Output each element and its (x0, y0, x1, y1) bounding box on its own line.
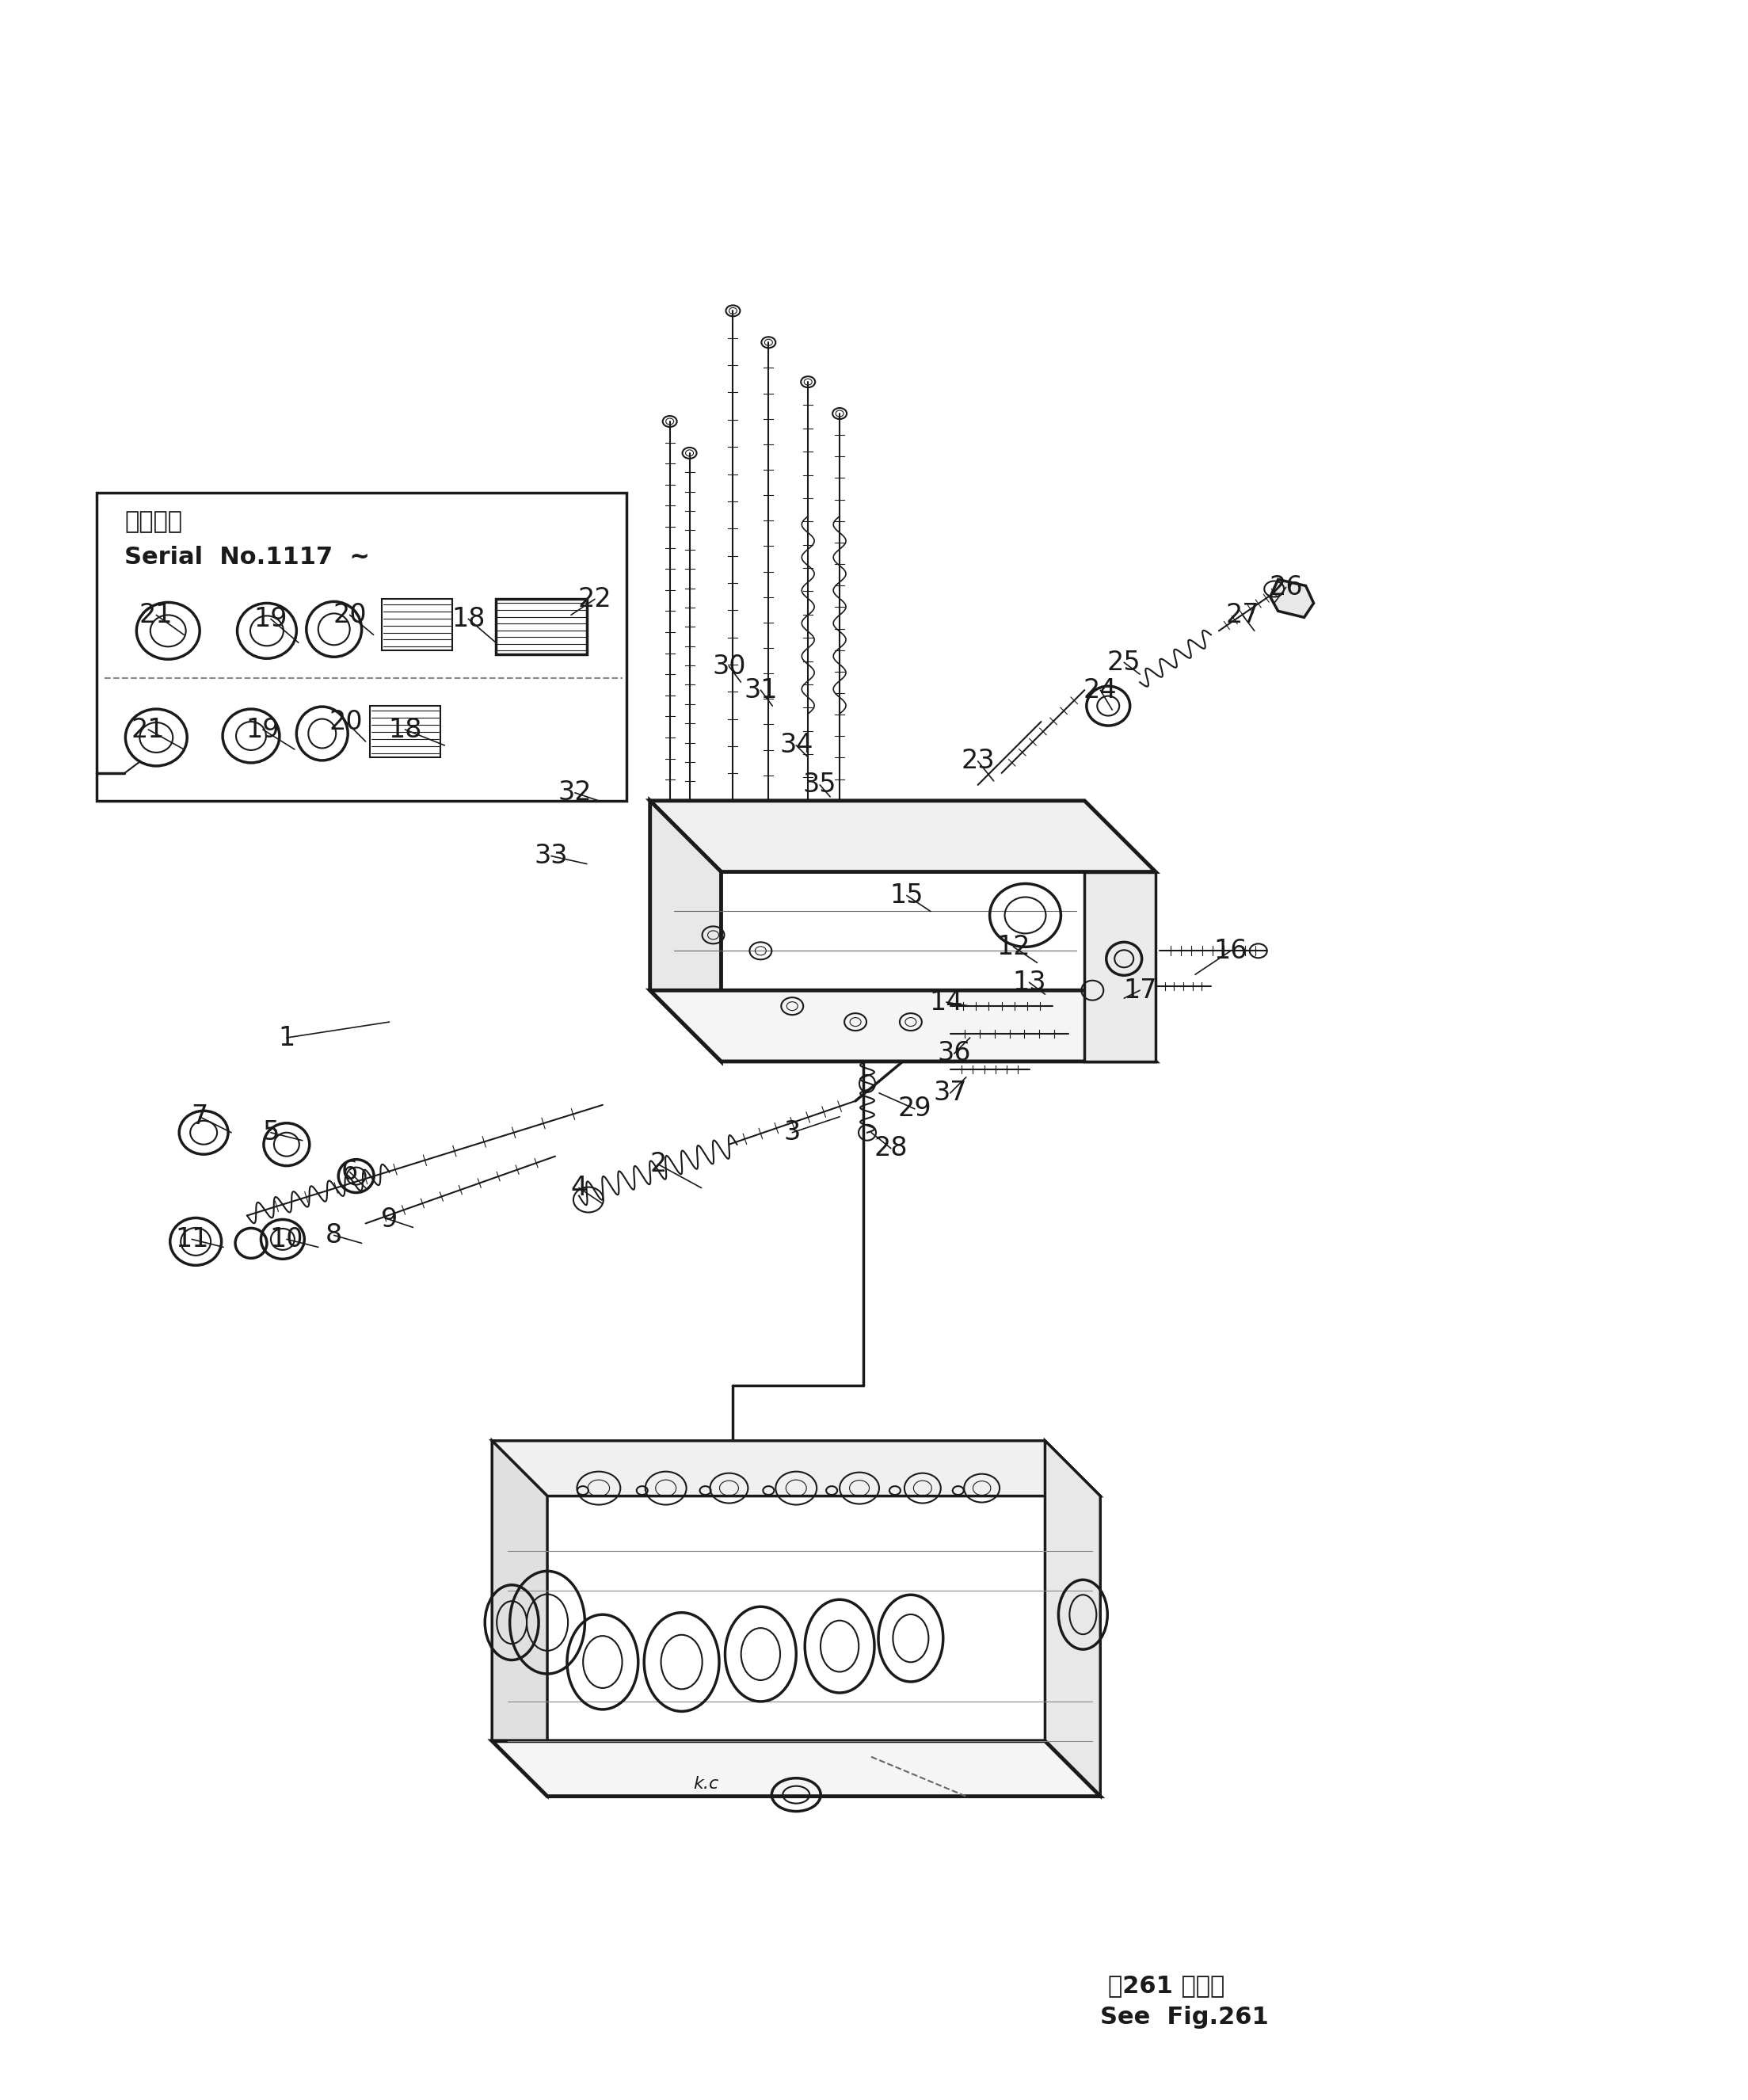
Text: 5: 5 (262, 1119, 280, 1147)
Text: 24: 24 (1084, 676, 1117, 704)
Text: See  Fig.261: See Fig.261 (1099, 2006, 1269, 2029)
Text: 27: 27 (1225, 603, 1259, 628)
Text: 28: 28 (874, 1136, 907, 1161)
Polygon shape (650, 800, 1155, 872)
Polygon shape (491, 1441, 1099, 1495)
Text: 13: 13 (1012, 970, 1045, 995)
Text: 11: 11 (175, 1226, 208, 1252)
Text: 7: 7 (191, 1105, 208, 1130)
Text: 17: 17 (1122, 977, 1157, 1004)
Text: 通用号機: 通用号機 (124, 510, 182, 533)
Text: 4: 4 (570, 1174, 587, 1201)
Polygon shape (1084, 872, 1155, 1060)
Text: 6: 6 (341, 1159, 358, 1184)
Text: 1: 1 (278, 1025, 295, 1050)
Text: 26: 26 (1269, 573, 1302, 601)
Text: 2: 2 (650, 1151, 666, 1178)
Text: 34: 34 (780, 733, 813, 758)
Polygon shape (491, 1741, 1099, 1796)
Text: 第261 図参照: 第261 図参照 (1108, 1974, 1225, 1997)
Text: 8: 8 (325, 1222, 343, 1247)
Text: 33: 33 (535, 842, 568, 869)
Text: 18: 18 (388, 716, 421, 743)
Text: 21: 21 (140, 603, 173, 628)
Text: 9: 9 (381, 1205, 399, 1233)
Text: 30: 30 (711, 653, 746, 680)
Text: 36: 36 (937, 1040, 972, 1067)
Text: 31: 31 (745, 676, 778, 704)
Bar (381, 598, 453, 651)
Bar (496, 598, 587, 655)
Polygon shape (491, 1441, 547, 1796)
Text: 25: 25 (1106, 649, 1141, 676)
Text: 19: 19 (253, 607, 288, 632)
Text: 3: 3 (783, 1119, 801, 1147)
Text: 12: 12 (996, 934, 1030, 960)
Text: 37: 37 (933, 1079, 967, 1107)
Text: 15: 15 (890, 882, 923, 909)
Polygon shape (1271, 580, 1314, 617)
Polygon shape (650, 800, 722, 1060)
Text: 23: 23 (961, 748, 995, 775)
Text: 16: 16 (1213, 939, 1248, 964)
Text: 21: 21 (131, 716, 166, 743)
Text: 20: 20 (329, 708, 364, 735)
Polygon shape (1045, 1441, 1099, 1796)
Text: 22: 22 (579, 586, 612, 613)
Text: 10: 10 (269, 1226, 304, 1252)
Text: 18: 18 (451, 607, 486, 632)
Text: 35: 35 (802, 773, 837, 798)
Text: 14: 14 (930, 989, 963, 1014)
Text: 29: 29 (898, 1096, 932, 1121)
Text: 20: 20 (332, 603, 367, 628)
Bar (369, 706, 440, 758)
Text: 32: 32 (558, 779, 593, 806)
Text: k.c: k.c (694, 1777, 718, 1791)
Text: Serial  No.1117  ~: Serial No.1117 ~ (124, 546, 371, 569)
Polygon shape (650, 991, 1155, 1060)
Text: 19: 19 (246, 716, 280, 743)
